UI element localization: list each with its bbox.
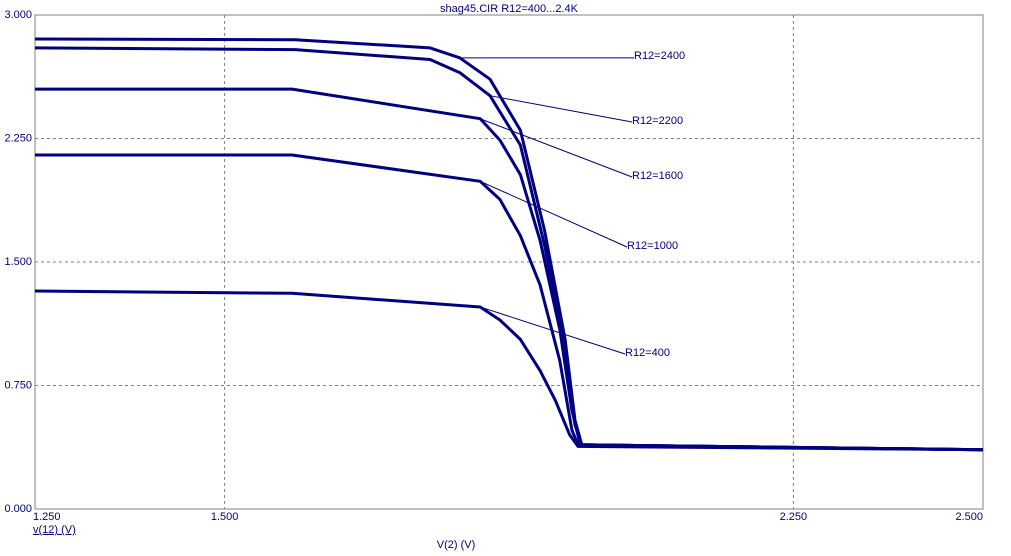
leader-line — [480, 118, 633, 178]
leader-line — [479, 180, 628, 248]
series-label: R12=1000 — [627, 240, 678, 252]
x-tick-label: 1.500 — [211, 511, 239, 523]
x-axis-label: V(2) (V) — [437, 539, 476, 551]
y-tick-label: 2.250 — [4, 132, 32, 144]
y-tick-label: 0.750 — [4, 379, 32, 391]
leader-line — [489, 95, 633, 123]
x-tick-label: 2.500 — [955, 511, 983, 523]
curve — [35, 153, 984, 452]
series-label: R12=400 — [625, 347, 670, 359]
x-tick-label: 1.250 — [33, 511, 61, 523]
series-label: R12=1600 — [632, 170, 683, 182]
curve — [34, 289, 984, 452]
chart-title: shag45.CIR R12=400...2.4K — [440, 3, 579, 15]
y-tick-label: 3.000 — [4, 9, 32, 21]
series-label: R12=2200 — [632, 115, 683, 127]
series-label: R12=2400 — [634, 50, 685, 62]
x-tick-label: 2.250 — [780, 511, 808, 523]
curve — [34, 46, 984, 452]
y-tick-label: 0.000 — [4, 503, 32, 515]
curve — [34, 37, 984, 452]
leader-line — [480, 306, 626, 355]
y-tick-label: 1.500 — [4, 256, 32, 268]
curve — [35, 87, 984, 452]
y-axis-label: v(12) (V) — [33, 524, 76, 536]
